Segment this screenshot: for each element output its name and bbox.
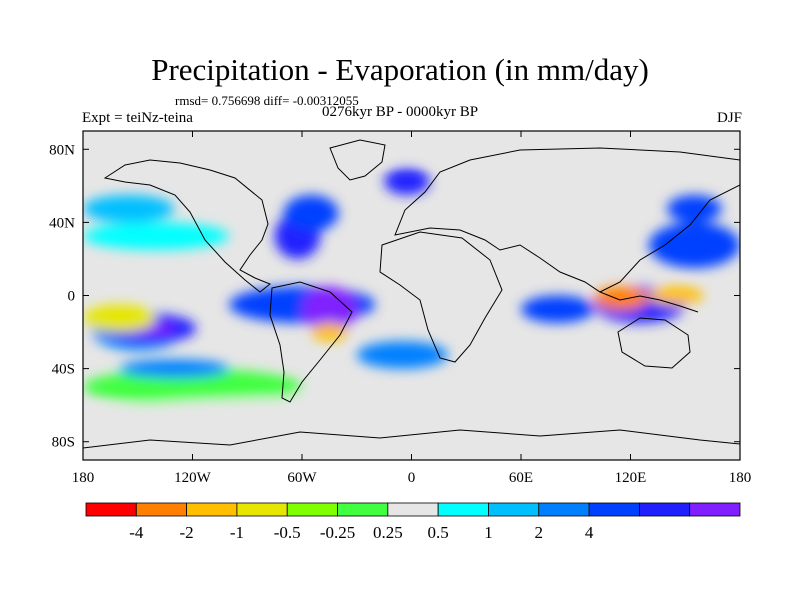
field-region-19 — [356, 341, 448, 369]
lon-tick-label-5: 120E — [615, 470, 647, 486]
coastline-south-america — [269, 281, 353, 403]
colorbar-swatch-5 — [337, 502, 389, 517]
colorbar-swatch-12 — [689, 502, 741, 517]
colorbar-swatch-10 — [588, 502, 640, 517]
colorbar-label-6: 0.5 — [428, 523, 449, 542]
field-region-4 — [83, 368, 302, 406]
period-label: 0276kyr BP - 0000kyr BP — [322, 104, 479, 120]
field-region-10 — [384, 167, 430, 195]
colorbar-label-1: -2 — [180, 523, 194, 542]
field-shading — [83, 140, 740, 433]
field-region-11 — [521, 295, 594, 323]
colorbar-swatch-4 — [286, 502, 338, 517]
stats-label: rmsd= 0.756698 diff= -0.00312055 — [175, 93, 359, 108]
colorbar-swatch-2 — [186, 502, 238, 517]
chart-title: Precipitation - Evaporation (in mm/day) — [151, 52, 649, 87]
lat-tick-label-4: 80S — [52, 435, 75, 451]
field-region-9 — [283, 194, 339, 232]
colorbar-swatch-6 — [387, 502, 439, 517]
colorbar-label-8: 2 — [535, 523, 544, 542]
field-region-17 — [83, 396, 740, 433]
field-region-18 — [83, 194, 175, 223]
lon-tick-label-1: 120W — [174, 470, 212, 486]
coastline-antarctica — [83, 429, 740, 449]
lon-tick-label-0: 180 — [72, 470, 95, 486]
colorbar-label-7: 1 — [484, 523, 493, 542]
colorbar-label-5: 0.25 — [373, 523, 403, 542]
map-plot-area — [82, 130, 741, 461]
lat-tick-label-3: 40S — [52, 362, 75, 378]
field-region-13 — [594, 286, 649, 311]
coastline-australia — [617, 317, 691, 369]
coastline-eurasia — [394, 147, 740, 293]
map-axes: 180 120W 60W 0 60E 120E 180 80N 40N 0 40S 80S — [49, 131, 751, 486]
coastline-indonesia — [599, 291, 699, 313]
colorbar-swatch-0 — [85, 502, 137, 517]
field-region-15 — [648, 222, 740, 269]
colorbar-label-0: -4 — [129, 523, 144, 542]
colorbar: -4 -2 -1 -0.5 -0.25 0.25 0.5 1 2 4 — [85, 502, 741, 542]
lon-tick-label-2: 60W — [287, 470, 317, 486]
colorbar-swatch-1 — [135, 502, 188, 517]
colorbar-swatch-9 — [538, 502, 590, 517]
lon-tick-label-3: 0 — [408, 470, 416, 486]
colorbar-swatch-3 — [236, 502, 288, 517]
experiment-label: Expt = teiNz-teina — [82, 110, 193, 126]
coastline-africa — [379, 231, 503, 363]
colorbar-label-4: -0.25 — [320, 523, 355, 542]
lat-tick-label-2: 0 — [68, 289, 76, 305]
coastline-north-america — [103, 159, 271, 293]
lat-tick-label-0: 80N — [49, 142, 75, 158]
lat-tick-label-1: 40N — [49, 215, 75, 231]
coastlines — [83, 139, 740, 449]
field-region-16 — [83, 222, 229, 250]
field-region-3 — [83, 304, 156, 333]
lon-tick-label-6: 180 — [729, 470, 752, 486]
field-region-22 — [83, 140, 740, 159]
field-region-7 — [311, 322, 348, 342]
colorbar-swatch-7 — [437, 502, 489, 517]
coastline-greenland — [329, 139, 386, 181]
colorbar-label-2: -1 — [230, 523, 244, 542]
field-region-6 — [302, 286, 357, 333]
field-region-20 — [119, 359, 229, 378]
season-label: DJF — [716, 110, 742, 126]
colorbar-label-3: -0.5 — [274, 523, 301, 542]
field-region-21 — [667, 194, 722, 223]
field-region-14 — [648, 286, 704, 305]
colorbar-label-9: 4 — [585, 523, 594, 542]
lon-tick-label-4: 60E — [509, 470, 533, 486]
colorbar-swatch-8 — [488, 502, 540, 517]
colorbar-swatch-11 — [638, 502, 691, 517]
